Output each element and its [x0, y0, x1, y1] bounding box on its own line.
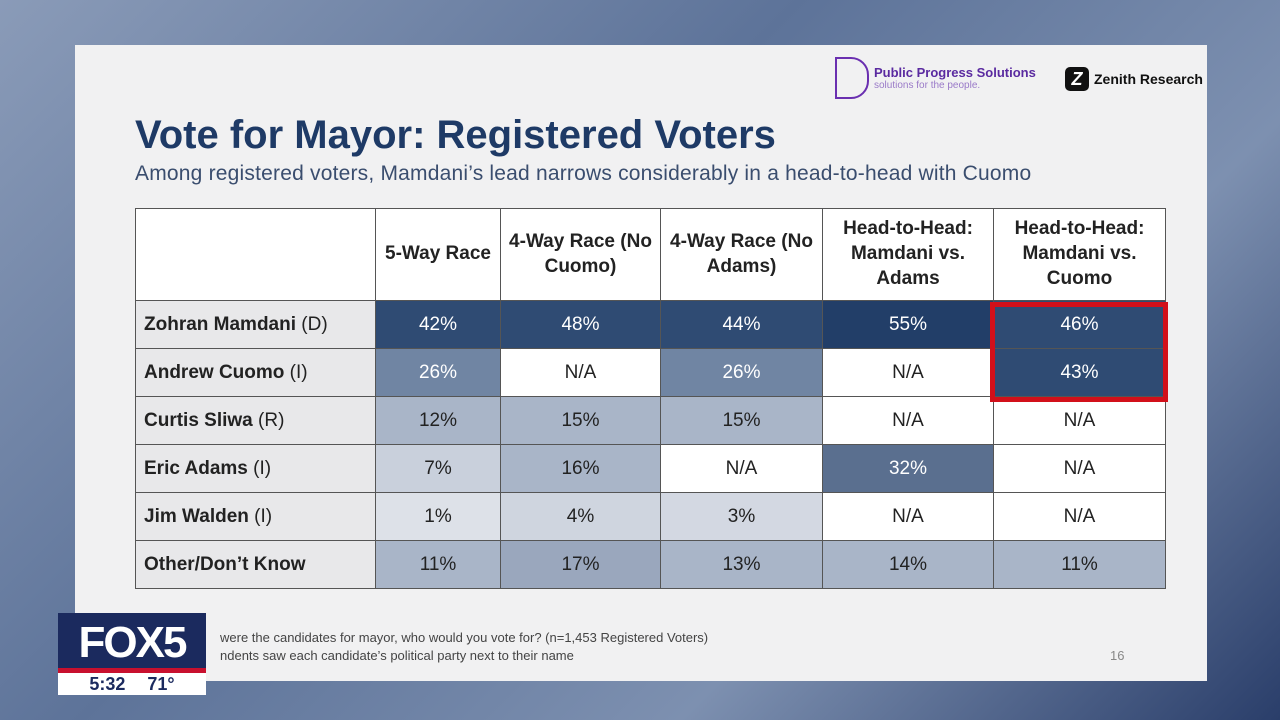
table-row: Andrew Cuomo (I) 26% N/A 26% N/A 43% [135, 348, 1166, 397]
party-label: (R) [258, 409, 285, 431]
value-cell: 55% [822, 300, 994, 349]
value-cell: 7% [375, 444, 501, 493]
party-label: (I) [253, 457, 272, 479]
value-cell: 26% [660, 348, 823, 397]
value-cell: 16% [500, 444, 661, 493]
footnotes: were the candidates for mayor, who would… [220, 629, 708, 665]
value-cell: 15% [660, 396, 823, 445]
value-cell: N/A [822, 396, 994, 445]
candidate-label: Jim Walden [144, 505, 249, 527]
zenith-name: Zenith Research [1094, 71, 1203, 87]
value-cell: 43% [993, 348, 1166, 397]
zenith-z-icon: Z [1065, 67, 1089, 91]
footnote-question: were the candidates for mayor, who would… [220, 630, 709, 645]
candidate-name: Andrew Cuomo (I) [135, 348, 376, 397]
value-cell: 46% [993, 300, 1166, 349]
poll-slide: Public Progress Solutions solutions for … [75, 45, 1207, 681]
candidate-name: Curtis Sliwa (R) [135, 396, 376, 445]
value-cell: 26% [375, 348, 501, 397]
candidate-name: Jim Walden (I) [135, 492, 376, 541]
table-row: Curtis Sliwa (R) 12% 15% 15% N/A N/A [135, 396, 1166, 445]
value-cell: 13% [660, 540, 823, 589]
pps-tagline: solutions for the people. [874, 80, 981, 91]
value-cell: N/A [660, 444, 823, 493]
candidate-name: Zohran Mamdani (D) [135, 300, 376, 349]
value-cell: 12% [375, 396, 501, 445]
page-number: 16 [1110, 648, 1125, 663]
value-cell: 11% [375, 540, 501, 589]
candidate-label: Zohran Mamdani [144, 313, 297, 335]
value-cell: N/A [822, 348, 994, 397]
value-cell: N/A [822, 492, 994, 541]
value-cell: 15% [500, 396, 661, 445]
footnote-party: ndents saw each candidate’s political pa… [220, 648, 574, 663]
value-cell: 44% [660, 300, 823, 349]
candidate-label: Andrew Cuomo [144, 361, 285, 383]
column-header: Head-to-Head: Mamdani vs. Adams [822, 208, 994, 301]
value-cell: 32% [822, 444, 994, 493]
public-progress-solutions-logo: Public Progress Solutions solutions for … [835, 57, 1036, 99]
column-header: 4-Way Race (No Adams) [660, 208, 823, 301]
poll-table: 5-Way Race 4-Way Race (No Cuomo) 4-Way Rac… [135, 208, 1166, 589]
value-cell: 1% [375, 492, 501, 541]
candidate-name: Eric Adams (I) [135, 444, 376, 493]
candidate-label: Other/Don’t Know [144, 553, 306, 575]
value-cell: 11% [993, 540, 1166, 589]
time: 5:32 [89, 674, 126, 694]
pps-p-icon [835, 57, 869, 99]
highlight-box [990, 302, 1168, 402]
column-header: 4-Way Race (No Cuomo) [500, 208, 661, 301]
column-header: 5-Way Race [375, 208, 501, 301]
temperature: 71° [147, 674, 175, 694]
fox5-logo: FOX5 [58, 613, 206, 673]
party-label: (D) [301, 313, 328, 335]
column-header: Head-to-Head: Mamdani vs. Cuomo [993, 208, 1166, 301]
value-cell: 3% [660, 492, 823, 541]
fox5-bug: FOX5 5:32 71° [58, 613, 206, 695]
table-row: Zohran Mamdani (D) 42% 48% 44% 55% 46% [135, 300, 1166, 349]
value-cell: N/A [500, 348, 661, 397]
table-row: Eric Adams (I) 7% 16% N/A 32% N/A [135, 444, 1166, 493]
value-cell: N/A [993, 444, 1166, 493]
slide-subtitle: Among registered voters, Mamdani’s lead … [135, 162, 1032, 185]
value-cell: 17% [500, 540, 661, 589]
table-row: Other/Don’t Know 11% 17% 13% 14% 11% [135, 540, 1166, 589]
value-cell: N/A [993, 396, 1166, 445]
corner-cell [135, 208, 376, 301]
candidate-label: Curtis Sliwa [144, 409, 253, 431]
slide-title: Vote for Mayor: Registered Voters [135, 113, 776, 157]
value-cell: 48% [500, 300, 661, 349]
value-cell: N/A [993, 492, 1166, 541]
value-cell: 42% [375, 300, 501, 349]
value-cell: 4% [500, 492, 661, 541]
value-cell: 14% [822, 540, 994, 589]
pps-name: Public Progress Solutions [874, 65, 1036, 80]
candidate-label: Eric Adams [144, 457, 248, 479]
party-label: (I) [254, 505, 273, 527]
zenith-research-logo: Z Zenith Research [1065, 67, 1203, 91]
party-label: (I) [289, 361, 308, 383]
table-row: Jim Walden (I) 1% 4% 3% N/A N/A [135, 492, 1166, 541]
candidate-name: Other/Don’t Know [135, 540, 376, 589]
